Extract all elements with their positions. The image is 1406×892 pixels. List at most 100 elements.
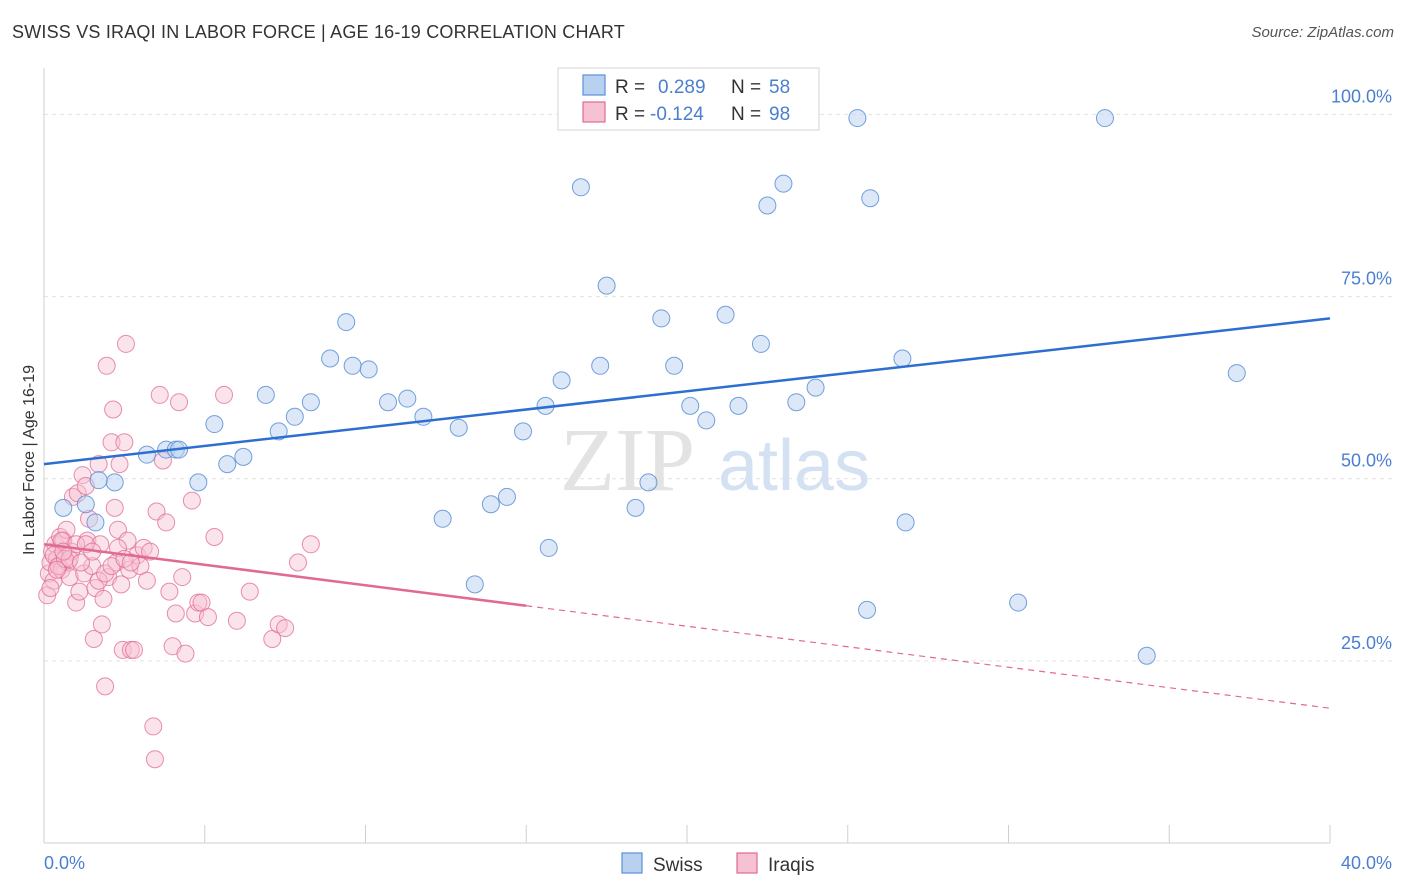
swiss-point — [465, 575, 484, 594]
bottom-legend-swatch-iraqis — [736, 852, 758, 874]
iraqi-point — [276, 619, 295, 638]
y-tick-label: 100.0% — [1331, 86, 1392, 106]
bottom-legend-swiss: Swiss — [653, 855, 703, 876]
iraqi-point — [96, 564, 115, 583]
swiss-point — [758, 196, 777, 215]
swiss-point — [481, 495, 500, 514]
legend-n-label: N = — [731, 77, 761, 98]
iraqi-point — [173, 568, 192, 587]
iraqi-point — [57, 520, 76, 539]
y-tick-label: 75.0% — [1341, 269, 1392, 289]
iraqi-trendline-dashed — [526, 605, 1331, 709]
swiss-point — [359, 360, 378, 379]
iraqi-point — [97, 356, 116, 375]
watermark-atlas: atlas — [718, 426, 870, 506]
swiss-point — [552, 371, 571, 390]
watermark-zip: ZIP — [560, 411, 695, 510]
swiss-point — [591, 356, 610, 375]
swiss-point — [105, 473, 124, 492]
y-tick-label: 25.0% — [1341, 633, 1392, 653]
legend-r-value: 0.289 — [658, 77, 706, 98]
iraqi-point — [157, 513, 176, 532]
trendlines — [43, 317, 1331, 709]
swiss-point — [337, 313, 356, 332]
legend-n-label: N = — [731, 104, 761, 125]
swiss-point — [269, 422, 288, 441]
iraqi-point — [120, 560, 139, 579]
iraqi-point — [137, 571, 156, 590]
iraqi-point — [92, 615, 111, 634]
iraqi-point — [84, 630, 103, 648]
iraqi-point — [150, 385, 169, 404]
iraqi-point — [240, 582, 259, 601]
iraqi-point — [176, 644, 195, 663]
iraqi-point — [121, 553, 140, 572]
legend-box: R = 0.289 N = 58 R = -0.124 N = 98 — [557, 67, 820, 131]
iraqi-point — [125, 640, 144, 659]
legend-r-label: R = — [615, 104, 645, 125]
iraqi-point — [205, 528, 224, 546]
iraqi-point — [96, 677, 115, 696]
bottom-legend: Swiss Iraqis — [621, 852, 814, 876]
iraqi-point — [104, 400, 123, 419]
swiss-point — [1137, 646, 1156, 665]
swiss-point — [205, 415, 224, 434]
legend-n-value: 98 — [769, 104, 790, 125]
legend-n-value: 58 — [769, 77, 790, 98]
swiss-point — [774, 174, 793, 193]
grid-lines — [44, 113, 1392, 662]
swiss-point — [137, 445, 156, 464]
swiss-point — [639, 473, 658, 492]
swiss-point — [285, 407, 304, 426]
swiss-point — [806, 378, 825, 397]
swiss-point — [1227, 364, 1246, 383]
swiss-point — [54, 498, 73, 517]
swiss-point — [665, 356, 684, 375]
swiss-point — [1009, 593, 1028, 612]
swiss-point — [321, 349, 340, 368]
tick-labels: 25.0% 50.0% 75.0% 100.0% 0.0% 40.0% — [44, 86, 1392, 873]
legend-swatch-iraqis — [582, 101, 606, 123]
swiss-point — [89, 471, 108, 490]
iraqi-point — [182, 491, 201, 510]
iraqi-point — [118, 531, 137, 550]
swiss-point — [256, 385, 275, 404]
legend-r-label: R = — [615, 77, 645, 98]
iraqi-point — [73, 466, 92, 485]
swiss-point — [1095, 109, 1114, 128]
iraqi-point — [115, 433, 134, 452]
x-tick-label: 0.0% — [44, 853, 85, 873]
iraqi-point — [110, 455, 129, 474]
swiss-point — [716, 305, 735, 324]
iraqi-point — [47, 560, 66, 579]
swiss-point — [861, 189, 880, 208]
iraqi-point — [67, 593, 86, 612]
iraqi-point — [102, 433, 121, 452]
chart-title: SWISS VS IRAQI IN LABOR FORCE | AGE 16-1… — [12, 22, 625, 42]
y-axis-label: In Labor Force | Age 16-19 — [21, 365, 38, 555]
swiss-point — [681, 396, 700, 415]
swiss-point — [343, 356, 362, 375]
swiss-point — [449, 418, 468, 437]
swiss-point — [398, 389, 417, 408]
iraqi-point — [89, 571, 108, 590]
swiss-point — [234, 447, 253, 466]
iraqi-point — [198, 608, 217, 627]
swiss-points — [54, 109, 1246, 665]
swiss-point — [497, 487, 516, 506]
swiss-point — [218, 455, 237, 474]
swiss-point — [571, 178, 590, 197]
iraqi-points — [38, 334, 320, 769]
legend-r-value: -0.124 — [650, 104, 704, 125]
iraqi-point — [105, 498, 124, 517]
y-tick-label: 50.0% — [1341, 451, 1392, 471]
swiss-point — [514, 422, 533, 441]
swiss-point — [652, 309, 671, 328]
iraqi-point — [144, 717, 163, 736]
iraqi-point — [170, 393, 189, 412]
swiss-point — [893, 349, 912, 368]
iraqi-point — [71, 553, 90, 572]
swiss-point — [858, 600, 877, 619]
swiss-point — [76, 495, 95, 514]
